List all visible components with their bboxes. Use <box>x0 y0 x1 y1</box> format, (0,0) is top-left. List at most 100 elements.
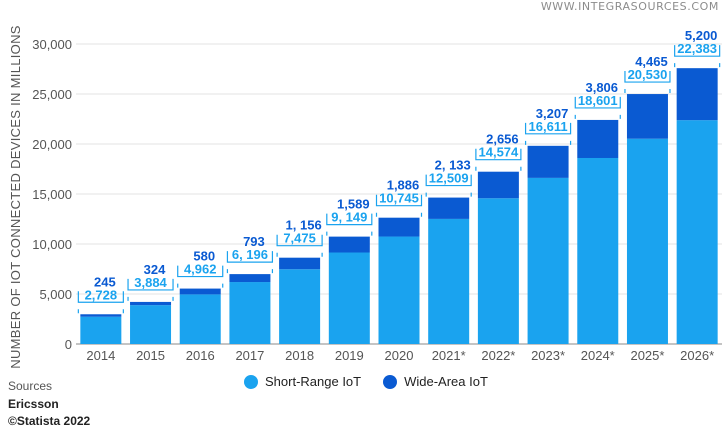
legend-label-wide-area: Wide-Area IoT <box>404 374 488 389</box>
x-tick-label: 2014 <box>86 348 115 363</box>
data-label-wide-area: 5,200 <box>685 28 718 43</box>
bar-wide-area <box>130 301 172 306</box>
label-bracket-tick <box>226 269 274 274</box>
y-tick-label: 25,000 <box>32 87 72 102</box>
x-tick-label: 2015 <box>136 348 165 363</box>
label-bracket-tick <box>177 283 224 288</box>
bar-wide-area <box>626 94 668 139</box>
label-bracket <box>425 174 472 187</box>
bar-short-range <box>626 138 668 344</box>
bar-wide-area <box>676 68 718 121</box>
source-name: Ericsson <box>8 397 59 411</box>
label-bracket-tick <box>674 63 721 68</box>
data-label-wide-area: 4,465 <box>635 54 668 69</box>
y-axis-label: NUMBER OF IOT CONNECTED DEVICES IN MILLI… <box>8 25 23 369</box>
label-bracket-tick <box>574 114 621 119</box>
label-bracket-tick <box>375 212 423 217</box>
copyright: ©Statista 2022 <box>8 414 91 428</box>
y-tick-label: 20,000 <box>32 137 72 152</box>
data-label-wide-area: 793 <box>243 234 265 249</box>
data-label-short-range: 3,884 <box>134 275 167 290</box>
y-tick-label: 10,000 <box>32 237 72 252</box>
x-tick-label: 2025* <box>630 348 664 363</box>
bar-wide-area <box>179 288 221 295</box>
x-tick-label: 2026* <box>680 348 714 363</box>
data-label-short-range: 18,601 <box>578 93 618 108</box>
label-bracket <box>624 71 671 83</box>
x-tick-label: 2021* <box>432 348 466 363</box>
data-label-wide-area: 3,806 <box>585 80 618 95</box>
bar-short-range <box>80 316 122 344</box>
label-bracket <box>375 194 423 207</box>
x-tick-label: 2023* <box>531 348 565 363</box>
label-bracket <box>475 148 522 161</box>
data-label-short-range: 16,611 <box>529 119 568 134</box>
label-bracket <box>77 291 124 303</box>
label-bracket-tick <box>77 309 124 314</box>
legend-swatch-short-range <box>244 374 258 389</box>
bar-short-range <box>279 269 321 344</box>
label-bracket <box>127 278 174 291</box>
legend-swatch-wide-area <box>383 374 398 389</box>
x-tick-label: 2024* <box>581 348 615 363</box>
label-bracket-tick <box>127 296 174 301</box>
label-bracket <box>276 234 323 247</box>
watermark: WWW.INTEGRASOURCES.COM <box>540 0 719 13</box>
data-label-wide-area: 324 <box>144 262 166 277</box>
label-bracket-tick <box>524 140 572 145</box>
x-axis-ticks: 2014 2015 2016 2017 2018 2019 2020 2021* 2022* 20… <box>86 348 714 363</box>
sources-label: Sources <box>8 379 53 393</box>
data-label-wide-area: 580 <box>193 249 215 264</box>
legend-label-short-range: Short-Range IoT <box>265 374 362 389</box>
label-bracket <box>226 251 274 263</box>
bar-wide-area <box>577 119 619 158</box>
y-tick-label: 0 <box>65 337 72 352</box>
label-bracket-tick <box>475 166 522 171</box>
label-bracket <box>674 45 721 57</box>
data-label-short-range: 6, 196 <box>232 247 268 262</box>
x-tick-label: 2018 <box>285 348 314 363</box>
data-label-wide-area: 2, 133 <box>435 158 471 173</box>
bar-wide-area <box>428 197 470 219</box>
data-label-short-range: 22,383 <box>677 41 717 56</box>
data-label-short-range: 7,475 <box>283 231 316 246</box>
bar-short-range <box>130 305 172 344</box>
label-bracket <box>177 265 224 278</box>
y-tick-label: 15,000 <box>32 187 72 202</box>
label-bracket-tick <box>425 192 472 197</box>
y-tick-label: 5,000 <box>39 287 72 302</box>
legend: Short-Range IoT Wide-Area IoT <box>244 374 488 389</box>
data-label-short-range: 2,728 <box>85 287 118 302</box>
data-label-short-range: 12,509 <box>429 171 469 186</box>
bar-short-range <box>179 294 221 344</box>
x-tick-label: 2020 <box>385 348 414 363</box>
y-axis-ticks: 0 5,000 10,000 15,000 20,000 25,000 30,000 <box>32 37 72 352</box>
bar-short-range <box>527 177 569 344</box>
bar-short-range <box>428 218 470 344</box>
bar-wide-area <box>80 314 122 317</box>
y-tick-label: 30,000 <box>32 37 72 52</box>
data-label-short-range: 4,962 <box>184 262 217 277</box>
data-label-short-range: 14,574 <box>479 145 520 160</box>
label-bracket-tick <box>326 231 373 236</box>
bar-short-range <box>229 282 271 344</box>
label-bracket <box>524 122 572 135</box>
label-bracket-tick <box>624 89 671 94</box>
bar-short-range <box>577 157 619 344</box>
data-label-wide-area: 1, 156 <box>286 218 322 233</box>
data-label-wide-area: 245 <box>94 274 116 289</box>
bar-wide-area <box>328 236 370 253</box>
x-tick-label: 2017 <box>235 348 264 363</box>
bar-wide-area <box>279 257 321 270</box>
stacked-bar-chart: NUMBER OF IOT CONNECTED DEVICES IN MILLI… <box>8 25 722 369</box>
data-label-wide-area: 1,886 <box>387 178 420 193</box>
data-label-wide-area: 3,207 <box>536 106 569 121</box>
data-label-short-range: 9, 149 <box>331 210 367 225</box>
label-bracket-tick <box>276 252 323 257</box>
bar-short-range <box>676 120 718 344</box>
bar-short-range <box>477 198 519 344</box>
data-label-short-range: 20,530 <box>628 67 668 82</box>
x-tick-label: 2022* <box>481 348 515 363</box>
x-tick-label: 2019 <box>335 348 364 363</box>
label-bracket <box>574 96 621 109</box>
